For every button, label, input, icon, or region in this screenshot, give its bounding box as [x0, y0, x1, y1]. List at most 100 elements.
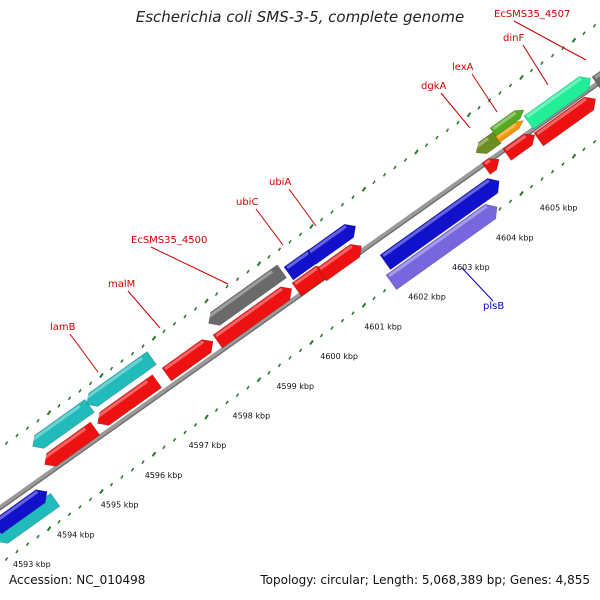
- tick-mark: [141, 460, 145, 465]
- tick-mark: [330, 210, 334, 215]
- tick-mark: [214, 292, 219, 296]
- tick-mark: [4, 441, 9, 445]
- gene-arrow: [95, 374, 163, 426]
- tick-mark: [57, 403, 61, 408]
- tick-mark: [46, 526, 52, 532]
- gene-arrow: [474, 131, 502, 155]
- kbp-label: 4598 kbp: [233, 412, 271, 421]
- kbp-label: 4595 kbp: [101, 501, 139, 510]
- gene-arrow: [206, 264, 287, 326]
- kbp-label: 4602 kbp: [408, 293, 446, 302]
- gene-arrow: [523, 76, 591, 130]
- gene-arrow: [481, 158, 500, 175]
- tick-mark: [330, 326, 334, 331]
- leader-line: [69, 333, 99, 373]
- tick-mark: [508, 83, 513, 88]
- gene-arrow: [385, 203, 498, 291]
- tick-mark: [151, 335, 157, 341]
- tick-mark: [298, 232, 303, 237]
- tick-mark: [540, 177, 544, 182]
- tick-mark: [225, 400, 229, 405]
- tick-mark: [351, 311, 355, 316]
- tick-mark: [393, 165, 397, 170]
- outer-tick-row: [4, 23, 597, 445]
- tick-mark: [67, 512, 72, 517]
- tick-mark: [4, 557, 9, 561]
- tick-mark: [445, 128, 450, 133]
- gene-arrow: [533, 96, 596, 147]
- tick-mark: [592, 23, 597, 28]
- tick-mark: [267, 254, 271, 259]
- leader-line: [471, 73, 498, 113]
- tick-mark: [477, 105, 481, 110]
- tick-mark: [256, 261, 262, 267]
- tick-mark: [361, 302, 367, 308]
- inner-tick-row: [4, 139, 597, 561]
- leader-line: [150, 246, 229, 285]
- tick-mark: [204, 298, 209, 304]
- leader-line: [440, 92, 471, 129]
- tick-mark: [382, 172, 387, 177]
- tick-mark: [193, 307, 198, 311]
- tick-mark: [78, 504, 82, 509]
- tick-mark: [550, 53, 555, 58]
- tick-mark: [309, 339, 314, 346]
- tick-mark: [435, 135, 439, 140]
- gene-arrow: [306, 223, 356, 265]
- tick-mark: [183, 314, 187, 319]
- leader-line: [522, 44, 549, 86]
- leader-line: [255, 208, 284, 246]
- tick-mark: [582, 31, 586, 36]
- kbp-label: 4593 kbp: [13, 560, 51, 569]
- leader-line: [288, 188, 317, 227]
- kbp-label: 4603 kbp: [452, 263, 490, 272]
- tick-mark: [319, 333, 324, 338]
- tick-mark: [519, 74, 524, 81]
- tick-mark: [351, 195, 355, 200]
- tick-mark: [424, 143, 429, 147]
- tick-mark: [204, 414, 209, 420]
- tick-mark: [529, 68, 534, 73]
- kbp-label: 4604 kbp: [496, 233, 534, 242]
- tick-mark: [99, 372, 104, 379]
- gene-label-ecsms35_4507: EcSMS35_4507: [494, 9, 570, 20]
- tick-mark: [36, 534, 40, 539]
- tick-mark: [529, 184, 534, 189]
- gene-label-ubia: ubiA: [269, 177, 291, 188]
- tick-mark: [498, 90, 502, 95]
- accession-text: Accession: NC_010498: [9, 573, 146, 587]
- kbp-label: 4594 kbp: [57, 530, 95, 539]
- tick-mark: [277, 247, 282, 252]
- tick-mark: [340, 318, 345, 323]
- tick-mark: [340, 202, 345, 207]
- genome-backbone: [0, 79, 600, 511]
- tick-mark: [498, 206, 502, 211]
- gene-label-dinf: dinF: [503, 33, 524, 44]
- kbp-label: 4601 kbp: [364, 322, 402, 331]
- gene-label-malm: malM: [108, 279, 135, 290]
- tick-mark: [183, 430, 187, 435]
- tick-mark: [288, 355, 292, 360]
- tick-mark: [571, 37, 577, 43]
- tick-mark: [361, 186, 367, 192]
- tick-mark: [582, 147, 586, 152]
- tick-mark: [246, 385, 250, 390]
- gene-label-ecsms35_4500: EcSMS35_4500: [131, 235, 207, 246]
- gene-arrow: [84, 351, 157, 407]
- tick-mark: [288, 239, 292, 244]
- tick-mark: [456, 120, 460, 125]
- tick-mark: [151, 451, 157, 457]
- tick-mark: [571, 153, 577, 159]
- gene-arrow: [0, 489, 48, 535]
- tick-mark: [88, 497, 93, 502]
- tick-mark: [550, 169, 555, 174]
- tick-mark: [120, 475, 124, 480]
- tick-mark: [267, 370, 271, 375]
- kbp-label: 4596 kbp: [145, 471, 183, 480]
- gene-label-ubic: ubiC: [236, 197, 258, 208]
- tick-mark: [214, 408, 219, 412]
- tick-mark: [508, 199, 513, 204]
- tick-mark: [561, 46, 565, 51]
- tick-mark: [235, 277, 240, 282]
